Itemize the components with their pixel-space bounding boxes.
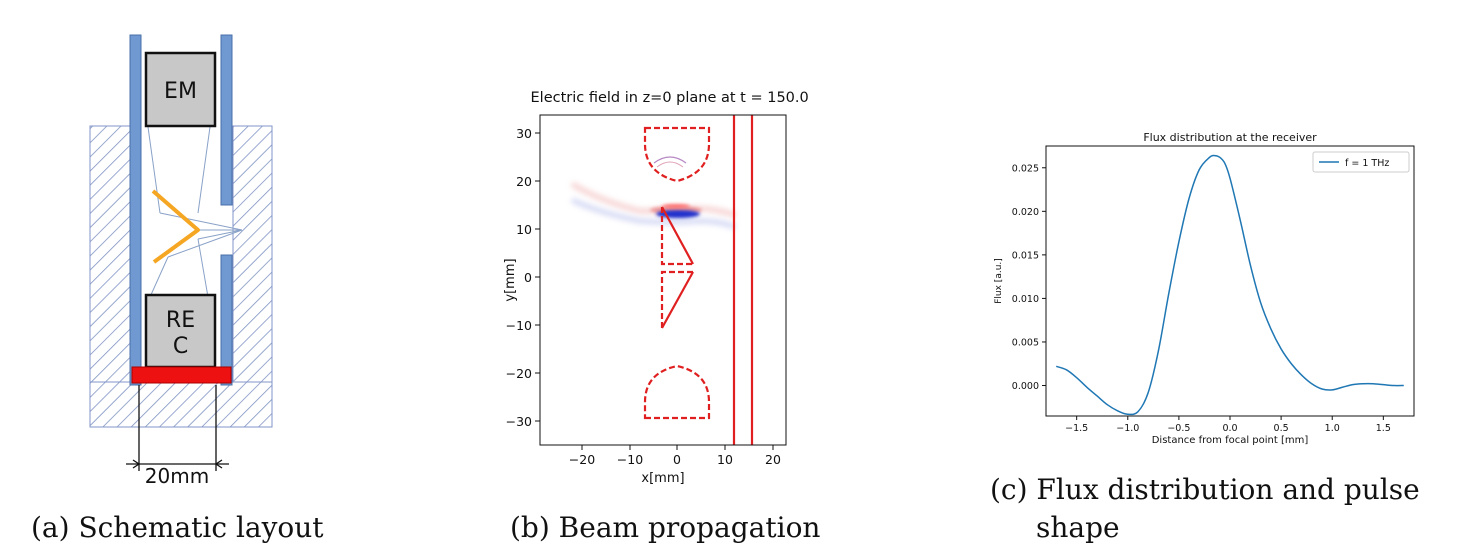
field-ytick-label: 10	[516, 222, 532, 237]
housing-hatch-right	[232, 125, 273, 385]
field-ytick-label: −20	[506, 366, 532, 381]
field-xtick-label: −20	[569, 452, 595, 467]
flux-ylabel: Flux [a.u.]	[994, 258, 1004, 304]
flux-ytick-label: 0.010	[1012, 294, 1039, 305]
field-plot-ticks	[535, 132, 774, 450]
lower-lens-outline	[643, 364, 711, 420]
flux-xtick-label: −0.5	[1167, 423, 1190, 434]
field-ytick-label: −10	[506, 318, 532, 333]
flux-series-line	[1055, 154, 1404, 416]
prism-upper-dashed	[660, 207, 693, 266]
field-ylabel: y[mm]	[503, 258, 518, 301]
flux-legend-label: f = 1 THz	[1345, 158, 1389, 169]
field-xtick-label: 0	[673, 452, 681, 467]
flux-xlabel: Distance from focal point [mm]	[1152, 435, 1309, 446]
caption-c-line1: (c) Flux distribution and pulse	[990, 473, 1420, 506]
field-xtick-label: −10	[617, 452, 643, 467]
caption-a: (a) Schematic layout	[31, 511, 324, 544]
flux-xticks: −1.5 −1.0 −0.5 0.0 0.5 1.0 1.5	[1065, 416, 1391, 434]
right-wall-upper	[220, 34, 233, 206]
beam-propagation-plot: Electric field in z=0 plane at t = 150.0…	[503, 90, 811, 486]
dimension-label: 20mm	[145, 464, 209, 488]
mirror-element	[151, 189, 200, 264]
field-ytick-label: 30	[516, 126, 532, 141]
field-plot-frame	[539, 114, 787, 446]
rec-label-line2: C	[173, 334, 188, 359]
schematic-layout: EM RE C 20mm	[89, 34, 273, 488]
prism-upper-solid	[661, 206, 694, 265]
rec-label-line1: RE	[166, 308, 195, 333]
flux-xtick-label: 1.5	[1376, 423, 1391, 434]
flux-yticks: 0.000 0.005 0.010 0.015 0.020 0.025	[1012, 163, 1046, 392]
housing-hatch-bottom	[89, 381, 273, 428]
left-wall	[129, 34, 142, 386]
flux-plot-frame	[1045, 145, 1415, 417]
em-box	[144, 51, 217, 128]
flux-xtick-label: 1.0	[1325, 423, 1340, 434]
flux-xtick-label: −1.0	[1116, 423, 1139, 434]
field-xlabel: x[mm]	[641, 471, 684, 486]
detector-plate	[131, 366, 232, 384]
flux-xtick-label: −1.5	[1065, 423, 1088, 434]
flux-ytick-label: 0.000	[1012, 381, 1039, 392]
flux-chart-title: Flux distribution at the receiver	[1143, 131, 1317, 144]
dimension-lines	[126, 385, 229, 471]
field-ytick-label: −30	[506, 414, 532, 429]
lens-shapes	[643, 115, 754, 445]
flux-legend-box	[1312, 151, 1410, 173]
upper-lens-outline	[643, 126, 711, 183]
prism-lower-solid	[661, 271, 694, 329]
field-xtick-label: 10	[717, 452, 733, 467]
flux-xtick-label: 0.5	[1274, 423, 1289, 434]
flux-ytick-label: 0.025	[1012, 163, 1039, 174]
field-plot-title: Electric field in z=0 plane at t = 150.0…	[531, 90, 811, 106]
flux-chart: Flux distribution at the receiver −1.5 −1…	[994, 131, 1415, 446]
em-label: EM	[164, 79, 197, 104]
field-ytick-label: 20	[516, 174, 532, 189]
prism-lower-dashed	[660, 270, 693, 328]
flux-ytick-label: 0.005	[1012, 337, 1039, 348]
field-ytick-label: 0	[524, 270, 532, 285]
rec-box	[144, 293, 217, 369]
flux-ytick-label: 0.020	[1012, 207, 1039, 218]
field-xtick-label: 20	[765, 452, 781, 467]
flux-ytick-label: 0.015	[1012, 250, 1039, 261]
ray-lines	[147, 126, 243, 298]
right-wall-lower	[220, 254, 233, 386]
flux-legend: f = 1 THz	[1312, 151, 1410, 173]
caption-c-line2: shape	[1036, 511, 1120, 544]
caption-b: (b) Beam propagation	[510, 511, 821, 544]
flux-xtick-label: 0.0	[1222, 423, 1237, 434]
